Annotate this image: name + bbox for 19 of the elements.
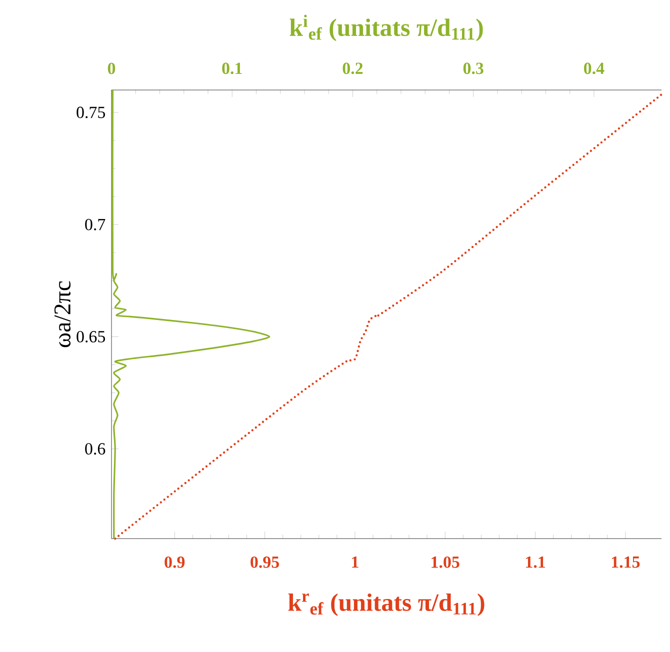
x-tick-label: 1.15 [612,556,640,568]
y-tick-label: 0.65 [76,330,105,342]
y-axis-title: ωa/2πc [54,281,71,348]
x2-axis-title: k$^{i}$$_{ef}$ (unitats π/d$_{111}$) [290,14,483,42]
x-tick-label: 1.05 [432,556,460,568]
y-tick-label: 0.7 [85,218,106,230]
y-tick-label: 0.75 [76,106,105,118]
x2-tick-label: 0.1 [222,62,242,74]
y-tick-label: 0.6 [85,443,106,455]
x2-tick-label: 0 [108,62,116,74]
x2-tick-label: 0.2 [342,62,363,74]
x-tick-label: 0.9 [164,556,185,568]
x2-tick-label: 0.3 [463,62,484,74]
x-tick-label: 0.95 [250,556,279,568]
x-tick-label: 1 [352,556,358,568]
x-tick-label: 1.1 [526,556,545,568]
x2-tick-label: 0.4 [584,62,604,74]
x-axis-title: k$^{r}$$_{ef}$ (unitats π/d$_{111}$) [288,593,484,616]
line-series [114,93,663,540]
